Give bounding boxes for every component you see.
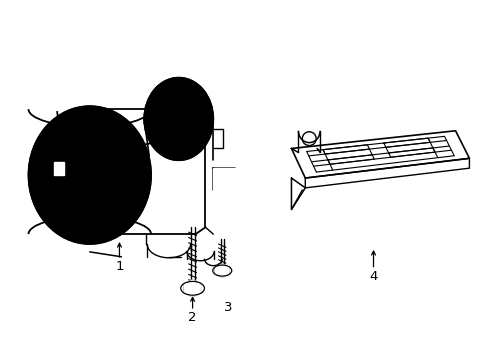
Text: 4: 4 [368,270,377,283]
Polygon shape [305,158,468,188]
Text: 2: 2 [188,311,197,324]
Polygon shape [54,162,64,175]
Ellipse shape [144,78,213,160]
Polygon shape [213,168,235,190]
Ellipse shape [28,106,151,244]
Polygon shape [215,264,229,277]
Text: 1: 1 [115,260,123,273]
Polygon shape [291,178,305,210]
Polygon shape [291,131,468,178]
Text: 3: 3 [224,301,232,315]
Polygon shape [183,280,201,297]
